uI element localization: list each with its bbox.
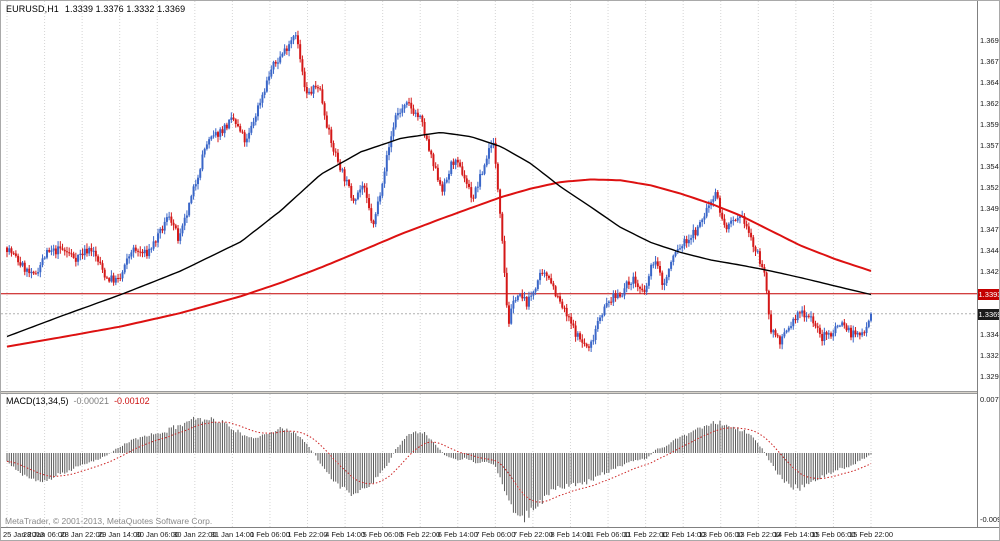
- candlestick-chart[interactable]: [1, 1, 977, 391]
- macd-scale-max-label: 0.00775: [980, 395, 999, 404]
- price-line-badge: 1.3393: [978, 289, 1000, 300]
- bear-candle-bodies: [6, 35, 866, 348]
- time-axis-label: 15 Feb 06:00: [811, 530, 856, 539]
- time-axis-label: 30 Jan 06:00: [135, 530, 179, 539]
- price-axis-label: 1.3570: [980, 141, 999, 150]
- price-axis-label: 1.3320: [980, 351, 999, 360]
- price-axis-label: 1.3295: [980, 372, 999, 381]
- time-axis-label: 13 Feb 06:00: [698, 530, 743, 539]
- time-axis-label: 7 Feb 06:00: [475, 530, 516, 539]
- grid-lines: [6, 394, 872, 527]
- price-axis-label: 1.3420: [980, 267, 999, 276]
- price-chart-area[interactable]: EURUSD,H1 1.3339 1.3376 1.3332 1.3369: [1, 1, 977, 391]
- macd-signal-value: -0.00102: [114, 396, 150, 406]
- symbol-period-text: EURUSD,H1: [6, 4, 59, 14]
- price-axis-label: 1.3520: [980, 183, 999, 192]
- grid-lines: [6, 1, 872, 391]
- macd-chart[interactable]: [1, 394, 977, 527]
- time-axis-label: 11 Feb 06:00: [586, 530, 630, 539]
- time-axis-label: 5 Feb 06:00: [362, 530, 403, 539]
- time-axis-label: 28 Jan 22:00: [60, 530, 104, 539]
- price-axis-label: 1.3495: [980, 204, 999, 213]
- macd-main-value: -0.00021: [73, 396, 110, 406]
- price-axis-label: 1.3645: [980, 78, 999, 87]
- price-axis-label: 1.3345: [980, 330, 999, 339]
- time-axis-label: 14 Feb 14:00: [773, 530, 818, 539]
- price-axis-label: 1.3670: [980, 57, 999, 66]
- time-axis-label: 4 Feb 14:00: [325, 530, 366, 539]
- price-axis-label: 1.3545: [980, 162, 999, 171]
- time-axis-label: 11 Feb 22:00: [623, 530, 668, 539]
- time-axis-label: 5 Feb 22:00: [400, 530, 441, 539]
- ohlc-values-text: 1.3339 1.3376 1.3332 1.3369: [64, 4, 186, 14]
- bid-price-badge: 1.3369: [978, 309, 1000, 320]
- time-axis-label: 29 Jan 14:00: [98, 530, 142, 539]
- macd-signal-line: [6, 421, 872, 503]
- price-axis-label: 1.3470: [980, 225, 999, 234]
- time-axis-label: 7 Feb 22:00: [512, 530, 553, 539]
- macd-scale-min-label: -0.00936: [980, 515, 999, 524]
- panel-divider[interactable]: [1, 391, 977, 394]
- symbol-ohlc-label: EURUSD,H1 1.3339 1.3376 1.3332 1.3369: [6, 4, 185, 14]
- macd-name-text: MACD(13,34,5): [6, 396, 69, 406]
- bull-candle-wicks: [8, 32, 872, 352]
- price-axis-label: 1.3620: [980, 99, 999, 108]
- price-axis-label: 1.3695: [980, 36, 999, 45]
- time-axis-label: 30 Jan 22:00: [173, 530, 217, 539]
- price-axis-label: 1.3595: [980, 120, 999, 129]
- bull-candle-bodies: [8, 35, 872, 348]
- macd-histogram: [6, 416, 872, 523]
- macd-indicator-label: MACD(13,34,5) -0.00021 -0.00102: [6, 396, 150, 406]
- bear-candle-wicks: [6, 30, 865, 352]
- time-axis-label: 15 Feb 22:00: [848, 530, 894, 539]
- time-axis-label: 8 Feb 14:00: [550, 530, 591, 539]
- time-axis-label: 31 Jan 14:00: [210, 530, 255, 539]
- time-axis-label: 1 Feb 22:00: [287, 530, 328, 539]
- moving-average-black: [6, 131, 872, 338]
- macd-indicator-panel[interactable]: MACD(13,34,5) -0.00021 -0.00102 MetaTrader…: [1, 394, 977, 527]
- time-axis-label: 28 Jan 06:00: [22, 530, 67, 539]
- price-axis-label: 1.3445: [980, 246, 999, 255]
- time-axis-label: 1 Feb 06:00: [249, 530, 290, 539]
- time-axis-label: 13 Feb 22:00: [736, 530, 781, 539]
- copyright-footer: MetaTrader, © 2001-2013, MetaQuotes Soft…: [5, 516, 213, 526]
- time-axis-label: 12 Feb 14:00: [661, 530, 706, 539]
- price-axis[interactable]: 1.3695 1.3670 1.3645 1.3620 1.3595 1.3570 1.35…: [977, 1, 1000, 527]
- time-axis-label: 6 Feb 14:00: [437, 530, 478, 539]
- time-axis-label: 25 Jan 2013: [3, 530, 45, 539]
- moving-average-red: [6, 178, 872, 348]
- time-axis[interactable]: 25 Jan 2013 28 Jan 06:00 28 Jan 22:00 29 Ja…: [1, 527, 999, 540]
